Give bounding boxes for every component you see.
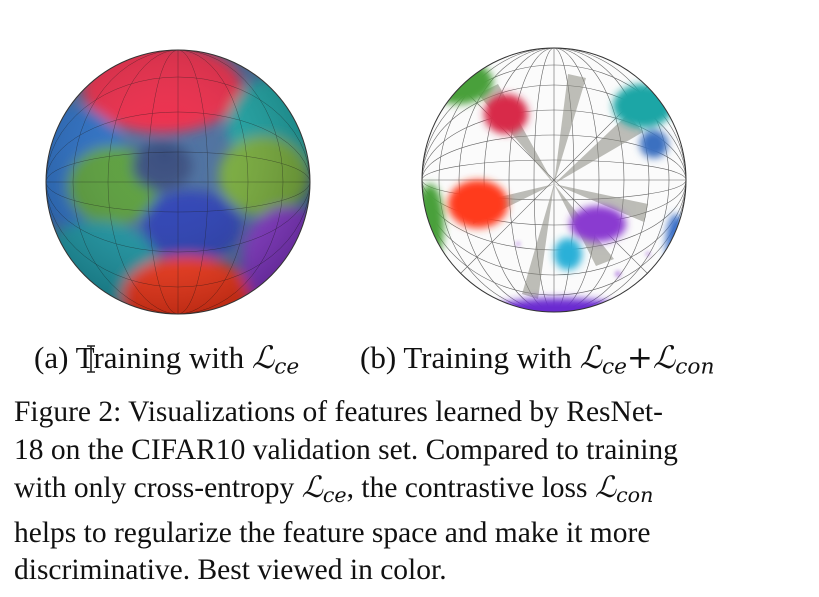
subcaption-a-text: (a) Training with [34, 340, 252, 375]
subcaption-b: (b) Training with ℒce+ℒcon [360, 340, 714, 385]
caption-line-1: Figure 2: Visualizations of features lea… [14, 396, 663, 428]
caption-line-3: with only cross-entropy ℒce, the contras… [14, 470, 654, 508]
figure-caption: Figure 2: Visualizations of features lea… [14, 394, 804, 590]
caption-line-4: helps to regularize the feature space an… [14, 516, 651, 549]
caption-line-2: 18 on the CIFAR10 validation set. Compar… [14, 433, 678, 466]
sphere-plot-ce [45, 49, 311, 315]
loss-ce-symbol: ℒce [251, 340, 300, 380]
subcaption-a: (a) Training with ℒce [34, 340, 299, 385]
loss-ce-con-formula: ℒce+ℒcon [579, 340, 715, 380]
caption-line-5: discriminative. Best viewed in color. [14, 554, 447, 587]
sphere-plot-ce-con [421, 47, 687, 313]
text-cursor-icon [87, 345, 95, 373]
subcaption-b-text: (b) Training with [360, 340, 580, 375]
